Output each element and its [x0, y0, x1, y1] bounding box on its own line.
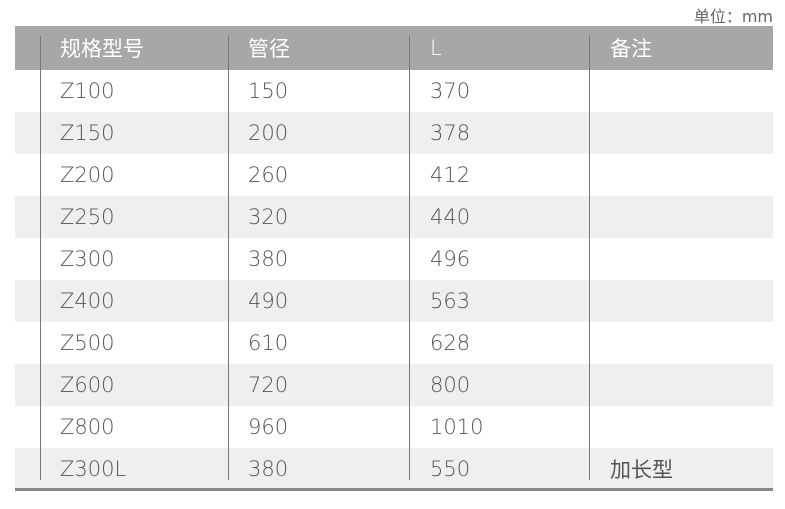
table-row: Z300 380 496	[15, 238, 773, 280]
cell-diameter: 720	[248, 373, 289, 397]
cell-remark: 加长型	[610, 458, 673, 482]
cell-length: 412	[430, 163, 471, 187]
cell-model: Z400	[60, 289, 115, 313]
cell-model: Z250	[60, 205, 115, 229]
cell-diameter: 380	[248, 457, 289, 481]
cell-model: Z300	[60, 247, 115, 271]
table-row: Z100 150 370	[15, 70, 773, 112]
table-row: Z800 960 1010	[15, 406, 773, 448]
cell-model: Z150	[60, 121, 115, 145]
cell-model: Z300L	[60, 457, 127, 481]
column-divider	[409, 36, 410, 480]
cell-diameter: 260	[248, 163, 289, 187]
cell-length: 800	[430, 373, 471, 397]
cell-length: 563	[430, 289, 471, 313]
cell-diameter: 490	[248, 289, 289, 313]
cell-model: Z600	[60, 373, 115, 397]
cell-length: 496	[430, 247, 471, 271]
cell-diameter: 960	[248, 415, 289, 439]
cell-length: 550	[430, 457, 471, 481]
spec-table: 规格型号 管径 L 备注 Z100 150 370 Z150 200 378 Z200 260…	[15, 26, 773, 490]
unit-label: 单位：mm	[693, 7, 773, 26]
header-remark: 备注	[610, 37, 652, 61]
cell-length: 440	[430, 205, 471, 229]
cell-model: Z800	[60, 415, 115, 439]
table-bottom-border	[15, 488, 773, 491]
cell-length: 628	[430, 331, 471, 355]
column-divider	[40, 36, 41, 480]
cell-diameter: 150	[248, 79, 289, 103]
cell-model: Z200	[60, 163, 115, 187]
column-divider	[228, 36, 229, 480]
cell-length: 370	[430, 79, 471, 103]
cell-diameter: 610	[248, 331, 289, 355]
table-row: Z200 260 412	[15, 154, 773, 196]
table-header: 规格型号 管径 L 备注	[15, 26, 773, 70]
column-divider	[589, 36, 590, 480]
cell-diameter: 320	[248, 205, 289, 229]
table-row: Z400 490 563	[15, 280, 773, 322]
table-row: Z150 200 378	[15, 112, 773, 154]
cell-diameter: 200	[248, 121, 289, 145]
cell-length: 1010	[430, 415, 484, 439]
cell-diameter: 380	[248, 247, 289, 271]
header-diameter: 管径	[248, 37, 290, 61]
cell-length: 378	[430, 121, 471, 145]
table-row: Z500 610 628	[15, 322, 773, 364]
cell-model: Z500	[60, 331, 115, 355]
header-length: L	[430, 36, 442, 60]
table-row: Z300L 380 550 加长型	[15, 448, 773, 490]
cell-model: Z100	[60, 79, 115, 103]
table-row: Z250 320 440	[15, 196, 773, 238]
table-row: Z600 720 800	[15, 364, 773, 406]
header-model: 规格型号	[60, 37, 144, 61]
